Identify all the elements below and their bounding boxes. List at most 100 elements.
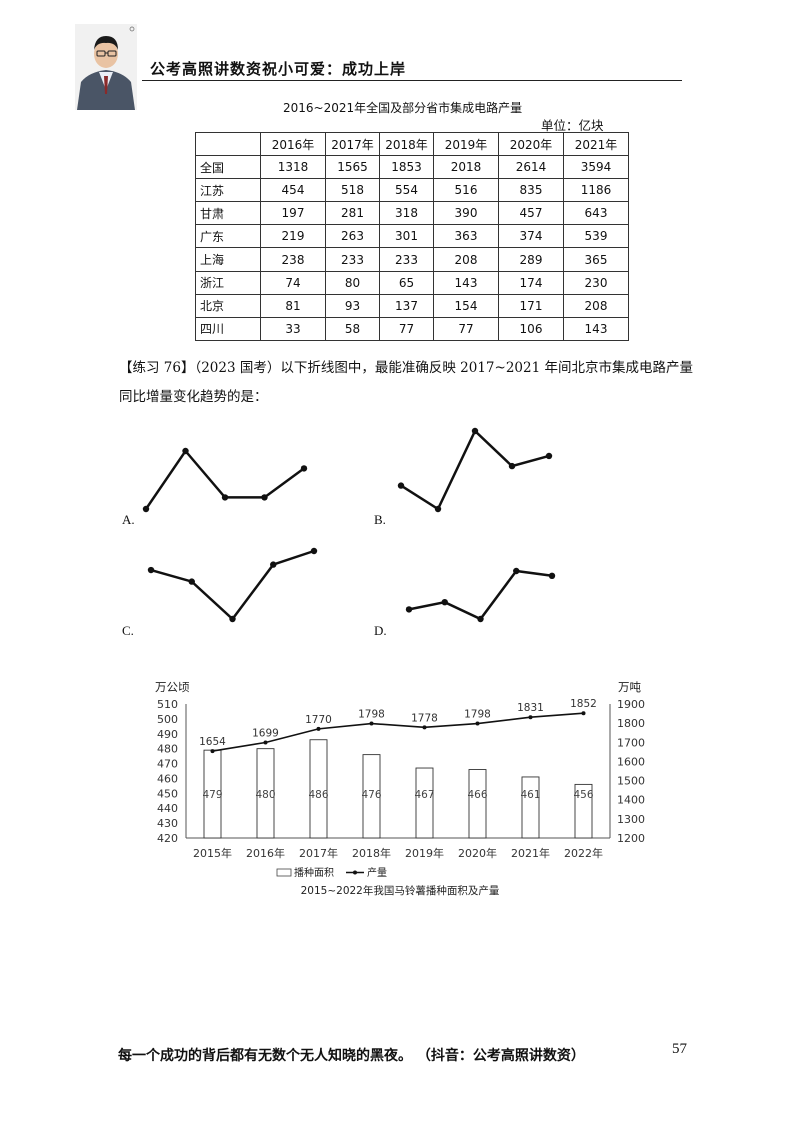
option-b-point bbox=[397, 482, 405, 489]
production-point bbox=[528, 715, 533, 720]
table-row: 甘肃 197 281 318 390 457 643 bbox=[195, 201, 629, 226]
production-value: 1831 bbox=[517, 702, 544, 714]
production-line bbox=[212, 712, 584, 752]
table-cell: 93 bbox=[325, 293, 380, 318]
legend-line-label: 产量 bbox=[367, 866, 387, 879]
left-tick-label: 420 bbox=[157, 832, 178, 845]
option-d-point bbox=[513, 567, 520, 575]
table-row-label: 上海 bbox=[195, 247, 261, 272]
table-row: 浙江 74 80 65 143 174 230 bbox=[195, 270, 629, 295]
option-c-point bbox=[188, 578, 195, 585]
table-cell: 365 bbox=[563, 247, 629, 272]
option-b-point bbox=[508, 462, 516, 470]
option-b-line bbox=[400, 428, 550, 511]
table-cell: 2018 bbox=[433, 155, 499, 180]
option-c-point bbox=[147, 566, 155, 574]
table-cell: 238 bbox=[260, 247, 326, 272]
table-row-label: 广东 bbox=[195, 224, 261, 249]
option-b-point bbox=[471, 427, 479, 435]
right-tick-label: 1600 bbox=[617, 755, 645, 768]
data-table: 2016年 2017年 2018年 2019年 2020年 2021年 全国 13… bbox=[195, 131, 629, 341]
table-cell: 208 bbox=[433, 247, 499, 272]
option-d-label[interactable]: D. bbox=[374, 623, 387, 638]
right-tick-label: 1700 bbox=[617, 736, 645, 749]
area-bar-value: 476 bbox=[361, 789, 381, 801]
table-cell: 143 bbox=[563, 316, 629, 341]
table-cell: 208 bbox=[563, 293, 629, 318]
production-point bbox=[422, 725, 427, 730]
area-bar-value: 466 bbox=[467, 789, 487, 801]
legend-line-marker bbox=[353, 870, 357, 875]
option-c-label[interactable]: C. bbox=[122, 623, 134, 638]
table-cell: 219 bbox=[260, 224, 326, 249]
x-tick-label: 2022年 bbox=[564, 846, 603, 860]
table-row: 广东 219 263 301 363 374 539 bbox=[195, 224, 629, 249]
right-tick-label: 1200 bbox=[617, 832, 645, 845]
chart-left-axis-unit: 万公顷 bbox=[155, 680, 190, 694]
production-point bbox=[316, 726, 321, 731]
table-header-cell: 2016年 bbox=[260, 131, 326, 157]
legend-bar-swatch bbox=[276, 868, 292, 877]
table-cell: 137 bbox=[379, 293, 434, 318]
area-bar-value: 461 bbox=[520, 789, 540, 801]
table-cell: 233 bbox=[379, 247, 434, 272]
table-row-label: 全国 bbox=[195, 155, 261, 180]
table-header-cell: 2018年 bbox=[379, 131, 434, 157]
table-cell: 174 bbox=[498, 270, 564, 295]
x-tick-label: 2020年 bbox=[458, 846, 497, 860]
table-cell: 171 bbox=[498, 293, 564, 318]
option-d-point bbox=[441, 599, 448, 606]
option-b-chart[interactable] bbox=[395, 425, 555, 515]
left-tick-label: 510 bbox=[157, 698, 178, 711]
table-cell: 263 bbox=[325, 224, 380, 249]
production-value: 1654 bbox=[199, 736, 226, 748]
table-row-label: 浙江 bbox=[195, 270, 261, 295]
table-cell: 197 bbox=[260, 201, 326, 226]
left-tick-label: 480 bbox=[157, 743, 178, 756]
question-text: 【练习 76】（2023 国考）以下折线图中，最能准确反映 2017~2021 … bbox=[119, 360, 693, 376]
table-cell: 77 bbox=[433, 316, 499, 341]
table-header-cell: 2017年 bbox=[325, 131, 380, 157]
option-d-point bbox=[405, 606, 413, 613]
option-d-point bbox=[477, 615, 484, 623]
table-header-cell: 2020年 bbox=[498, 131, 564, 157]
table-cell: 106 bbox=[498, 316, 564, 341]
table-corner-cell bbox=[195, 131, 261, 157]
table-row-label: 江苏 bbox=[195, 178, 261, 203]
area-bar bbox=[521, 776, 540, 839]
x-tick-label: 2021年 bbox=[511, 846, 550, 860]
table-cell: 390 bbox=[433, 201, 499, 226]
chart-right-axis-unit: 万吨 bbox=[618, 680, 641, 694]
option-a-chart[interactable] bbox=[140, 445, 310, 515]
option-a-point bbox=[221, 494, 229, 501]
table-row-label: 四川 bbox=[195, 316, 261, 341]
option-a-point bbox=[261, 494, 268, 501]
table-cell: 835 bbox=[498, 178, 564, 203]
option-c-chart[interactable] bbox=[145, 545, 320, 625]
option-a-label[interactable]: A. bbox=[122, 512, 135, 527]
option-b-label[interactable]: B. bbox=[374, 512, 386, 527]
header-divider bbox=[142, 80, 682, 81]
table-row: 四川 33 58 77 77 106 143 bbox=[195, 316, 629, 341]
area-bar-value: 467 bbox=[414, 789, 434, 801]
option-a-point bbox=[142, 505, 150, 513]
table-header-row: 2016年 2017年 2018年 2019年 2020年 2021年 bbox=[195, 131, 629, 157]
production-point bbox=[263, 740, 268, 745]
table-cell: 539 bbox=[563, 224, 629, 249]
option-a-point bbox=[182, 447, 189, 455]
table-cell: 1565 bbox=[325, 155, 380, 180]
table-cell: 518 bbox=[325, 178, 380, 203]
left-tick-label: 460 bbox=[157, 772, 178, 785]
left-tick-label: 470 bbox=[157, 758, 178, 771]
table-cell: 2614 bbox=[498, 155, 564, 180]
left-tick-label: 440 bbox=[157, 802, 178, 815]
x-tick-label: 2018年 bbox=[352, 846, 391, 860]
option-c-line bbox=[150, 549, 315, 621]
table-cell: 80 bbox=[325, 270, 380, 295]
option-d-chart[interactable] bbox=[403, 565, 558, 625]
table-unit: 单位：亿块 bbox=[541, 118, 604, 133]
table-row-label: 北京 bbox=[195, 293, 261, 318]
area-bar bbox=[415, 767, 434, 839]
table-cell: 1318 bbox=[260, 155, 326, 180]
